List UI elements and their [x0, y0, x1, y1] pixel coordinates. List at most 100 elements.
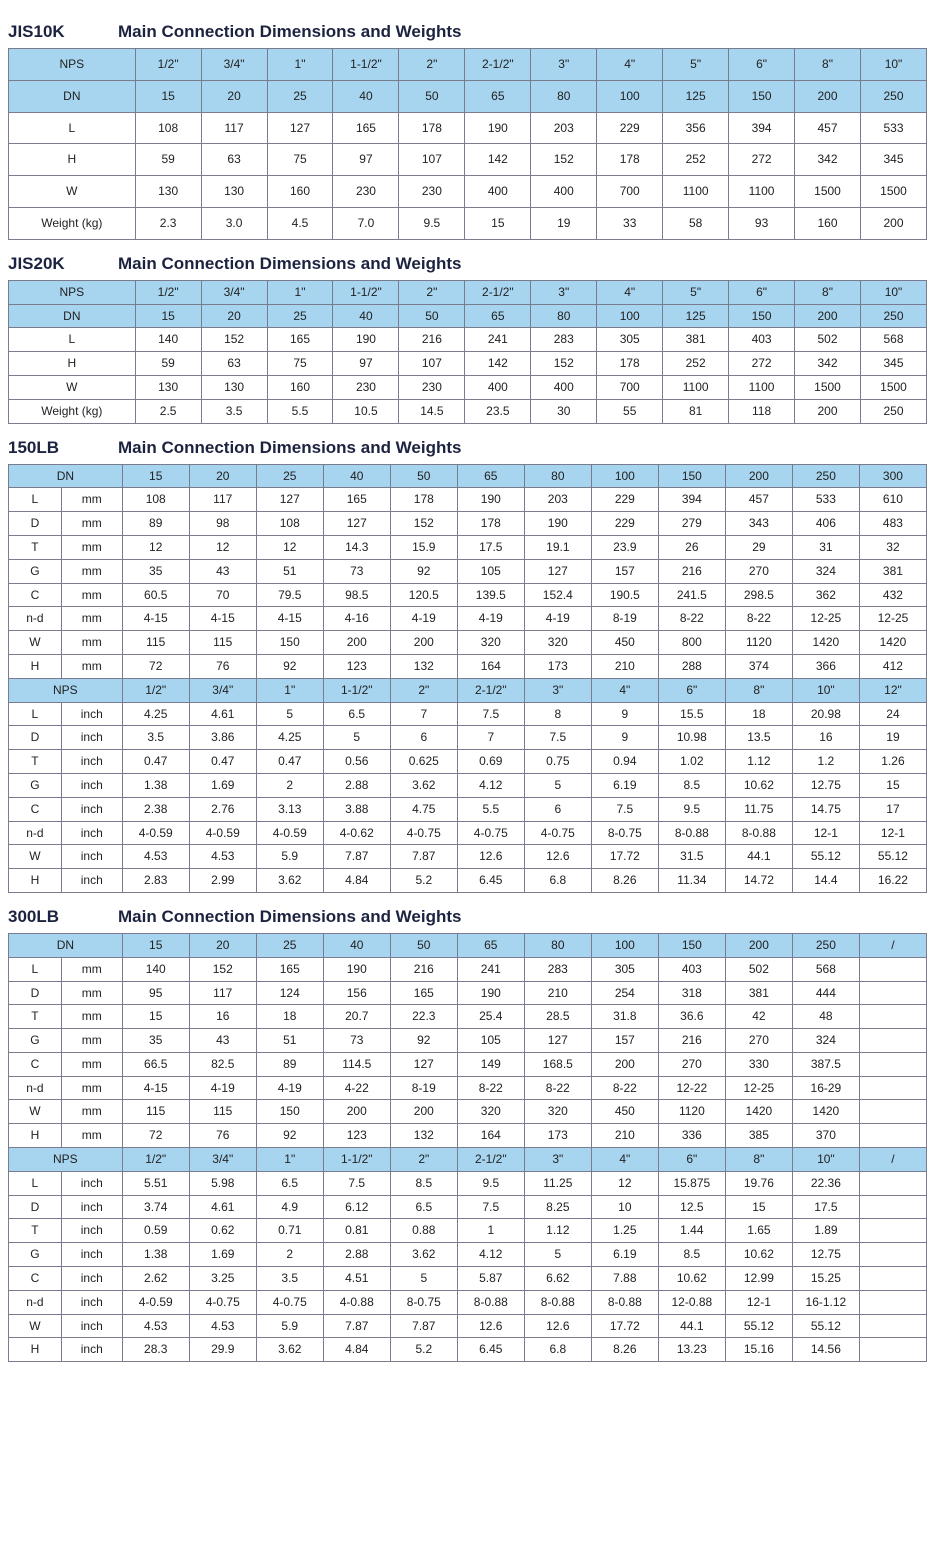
data-cell: 4-15	[189, 607, 256, 631]
header-cell: 80	[524, 933, 591, 957]
table-header-row: NPS1/2"3/4"1"1-1/2"2"2-1/2"3"4"6"8"10"/	[9, 1148, 927, 1172]
data-cell: 7	[390, 702, 457, 726]
data-cell: 190	[457, 488, 524, 512]
header-cell: 80	[531, 80, 597, 112]
row-label: C	[9, 1052, 62, 1076]
data-cell: 1.38	[122, 773, 189, 797]
table-row: Ginch1.381.6922.883.624.1256.198.510.621…	[9, 773, 927, 797]
data-cell: 8-19	[390, 1076, 457, 1100]
header-cell: 3/4"	[201, 49, 267, 81]
data-cell: 1.12	[524, 1219, 591, 1243]
unit-cell: mm	[61, 654, 122, 678]
header-cell: 150	[729, 80, 795, 112]
data-cell: 190	[323, 957, 390, 981]
data-cell: 178	[390, 488, 457, 512]
header-cell: 20	[189, 464, 256, 488]
data-cell: 1.69	[189, 773, 256, 797]
header-cell: 100	[597, 304, 663, 328]
data-cell: 270	[658, 1052, 725, 1076]
data-cell: 66.5	[122, 1052, 189, 1076]
data-cell: 89	[256, 1052, 323, 1076]
header-cell: 15	[122, 933, 189, 957]
header-cell: 200	[725, 933, 792, 957]
header-cell: 1-1/2"	[323, 678, 390, 702]
header-cell: 125	[663, 80, 729, 112]
data-cell: 403	[729, 328, 795, 352]
data-cell: 272	[729, 144, 795, 176]
data-cell: 216	[658, 1029, 725, 1053]
header-cell: 125	[663, 304, 729, 328]
data-cell: 35	[122, 559, 189, 583]
data-cell: 200	[390, 1100, 457, 1124]
data-cell: 229	[597, 112, 663, 144]
row-label: L	[9, 328, 136, 352]
data-cell: 59	[135, 144, 201, 176]
data-cell: 12	[256, 535, 323, 559]
data-cell: 4.9	[256, 1195, 323, 1219]
data-cell: 142	[465, 144, 531, 176]
data-cell: 165	[267, 328, 333, 352]
unit-cell: inch	[61, 1290, 122, 1314]
data-cell: 6.8	[524, 1338, 591, 1362]
dimension-table: NPS1/2"3/4"1"1-1/2"2"2-1/2"3"4"5"6"8"10"…	[8, 280, 927, 424]
data-cell: 160	[795, 207, 861, 239]
data-cell: 115	[189, 1100, 256, 1124]
data-cell: 288	[658, 654, 725, 678]
section-title-left: JIS10K	[8, 22, 118, 42]
data-cell: 190	[457, 981, 524, 1005]
data-cell	[859, 1314, 926, 1338]
data-cell: 19.76	[725, 1171, 792, 1195]
data-cell: 10.62	[725, 773, 792, 797]
header-cell: 25	[256, 464, 323, 488]
data-cell: 403	[658, 957, 725, 981]
header-cell: 300	[859, 464, 926, 488]
data-cell: 173	[524, 654, 591, 678]
data-cell: 502	[725, 957, 792, 981]
data-cell: 15	[122, 1005, 189, 1029]
dimension-table: DN15202540506580100150200250/Lmm14015216…	[8, 933, 927, 1362]
table-row: H59637597107142152178252272342345	[9, 352, 927, 376]
unit-cell: inch	[61, 1171, 122, 1195]
table-row: n-dmm4-154-154-154-164-194-194-198-198-2…	[9, 607, 927, 631]
data-cell: 4-19	[189, 1076, 256, 1100]
data-cell: 345	[860, 352, 926, 376]
row-label: L	[9, 1171, 62, 1195]
data-cell: 8-22	[658, 607, 725, 631]
table-row: Wmm115115150200200320320450112014201420	[9, 1100, 927, 1124]
data-cell: 200	[795, 399, 861, 423]
table-row: Hmm727692123132164173210336385370	[9, 1124, 927, 1148]
data-cell: 230	[333, 375, 399, 399]
header-cell: 6"	[658, 1148, 725, 1172]
data-cell: 8-22	[524, 1076, 591, 1100]
data-cell: 4.75	[390, 797, 457, 821]
unit-cell: mm	[61, 1005, 122, 1029]
data-cell: 394	[658, 488, 725, 512]
row-label: C	[9, 583, 62, 607]
data-cell: 3.88	[323, 797, 390, 821]
data-cell: 229	[591, 488, 658, 512]
data-cell: 203	[524, 488, 591, 512]
data-cell: 72	[122, 1124, 189, 1148]
data-cell: 230	[333, 176, 399, 208]
data-cell: 29	[725, 535, 792, 559]
header-cell: 12"	[859, 678, 926, 702]
data-cell: 1.69	[189, 1243, 256, 1267]
table-row: Tinch0.470.470.470.560.6250.690.750.941.…	[9, 750, 927, 774]
data-cell: 8.5	[658, 773, 725, 797]
header-cell: 250	[792, 464, 859, 488]
table-header-row: NPS1/2"3/4"1"1-1/2"2"2-1/2"3"4"5"6"8"10"	[9, 280, 927, 304]
table-header-row: DN15202540506580100125150200250	[9, 304, 927, 328]
unit-cell: inch	[61, 1219, 122, 1243]
table-row: L140152165190216241283305381403502568	[9, 328, 927, 352]
header-cell: 1-1/2"	[333, 280, 399, 304]
data-cell: 444	[792, 981, 859, 1005]
table-row: Wmm1151151502002003203204508001120142014…	[9, 631, 927, 655]
header-cell: 40	[333, 304, 399, 328]
data-cell: 11.34	[658, 869, 725, 893]
data-cell: 10.98	[658, 726, 725, 750]
row-label: D	[9, 1195, 62, 1219]
data-cell: 168.5	[524, 1052, 591, 1076]
data-cell: 457	[795, 112, 861, 144]
data-cell: 28.5	[524, 1005, 591, 1029]
row-label: n-d	[9, 1290, 62, 1314]
